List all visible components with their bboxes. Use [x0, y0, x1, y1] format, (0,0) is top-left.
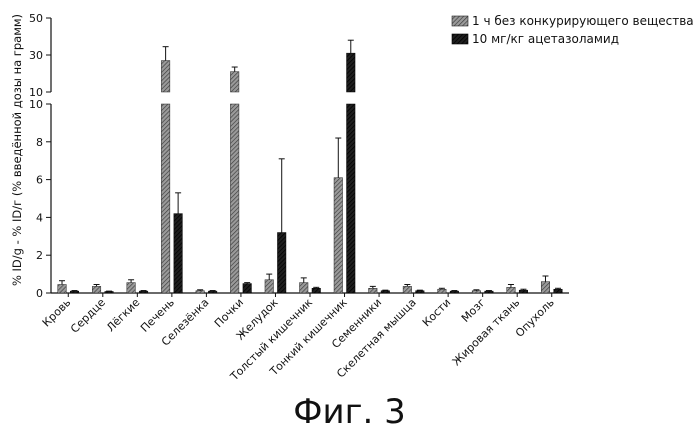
bar-series-2 [139, 291, 148, 293]
bar-series-1 [127, 283, 136, 293]
bar-series-2 [312, 288, 321, 293]
y-tick-label: 0 [36, 287, 43, 300]
bar-series-1 [541, 282, 550, 293]
legend-swatch-series-2 [452, 34, 468, 44]
category-labels: КровьСердцеЛёгкиеПеченьСелезёнкаПочкиЖел… [40, 296, 557, 384]
bar-series-2 [243, 284, 252, 293]
y-tick-label: 50 [29, 12, 43, 25]
bar-series-1 [369, 288, 378, 293]
legend-label-series-2: 10 мг/кг ацетазоламид [472, 32, 619, 46]
bars [58, 40, 562, 293]
category-label: Лёгкие [104, 296, 143, 335]
bar-series-1 [161, 104, 170, 293]
bar-series-2 [70, 291, 79, 293]
bar-series-1 [58, 284, 66, 293]
bar-series-1 [472, 291, 481, 293]
bar-series-2 [485, 291, 494, 293]
y-tick-label: 2 [36, 249, 43, 262]
bar-series-2 [174, 214, 183, 293]
bar-series-2 [519, 290, 528, 293]
category-label: Сердце [68, 296, 108, 336]
legend-swatch-series-1 [452, 16, 468, 26]
bar-series-1 [507, 287, 516, 293]
bar-series-2 [208, 291, 217, 293]
legend-label-series-1: 1 ч без конкурирующего вещества [472, 14, 694, 28]
bar-series-2 [416, 291, 425, 293]
bar-series-1 [403, 286, 412, 293]
bar-series-2 [277, 233, 286, 293]
y-tick-label: 8 [36, 136, 43, 149]
category-label: Мозг [459, 296, 488, 325]
bar-series-1-upper [161, 61, 170, 92]
bar-series-2 [105, 291, 114, 293]
y-tick-label: 10 [29, 86, 43, 99]
category-label: Кости [420, 296, 453, 329]
y-axis-label: % ID/g - % ID/г (% введённой дозы на гра… [10, 14, 24, 286]
bar-series-2 [347, 104, 356, 293]
y-tick-label: 4 [36, 211, 43, 224]
bar-series-2 [381, 291, 390, 293]
category-label: Кровь [40, 296, 74, 330]
y-tick-label: 30 [29, 49, 43, 62]
bar-series-1 [92, 286, 101, 293]
bar-series-1 [334, 178, 343, 293]
bar-series-1 [196, 291, 205, 293]
bar-series-2 [554, 289, 563, 293]
figure-caption: Фиг. 3 [0, 392, 699, 432]
category-label: Почки [212, 296, 246, 330]
bar-series-1 [438, 289, 447, 293]
bar-series-1 [265, 280, 274, 293]
legend: 1 ч без конкурирующего вещества 10 мг/кг… [452, 14, 694, 46]
bar-series-2-upper [347, 53, 356, 92]
bar-chart: % ID/g - % ID/г (% введённой дозы на гра… [0, 0, 699, 392]
y-tick-label: 10 [29, 98, 43, 111]
bar-series-2 [450, 291, 459, 293]
axes: 0 2 4 6 8 1010 30 50 [29, 12, 569, 300]
bar-series-1-upper [230, 72, 239, 92]
y-tick-label: 6 [36, 174, 43, 187]
bar-series-1 [300, 283, 309, 293]
bar-series-1 [230, 104, 239, 293]
